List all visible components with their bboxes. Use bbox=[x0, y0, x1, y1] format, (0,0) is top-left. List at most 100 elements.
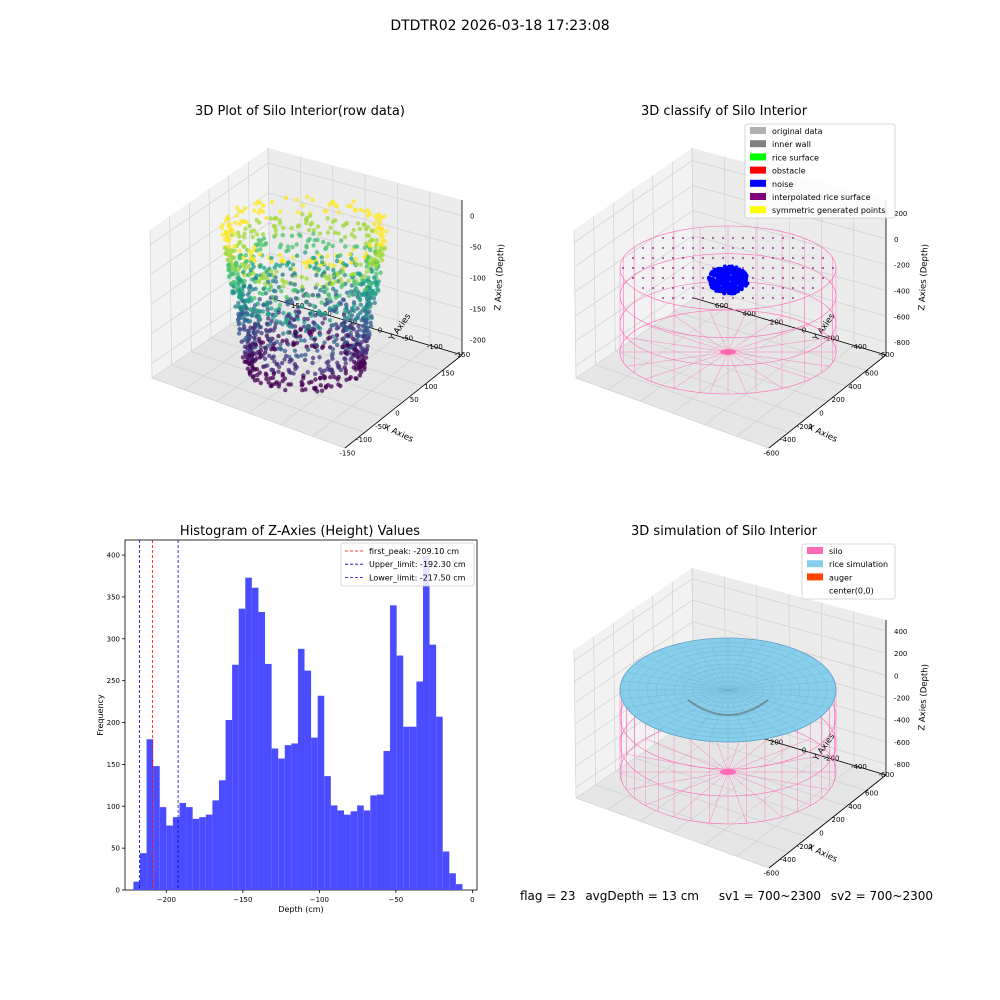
plot1-point bbox=[331, 286, 336, 292]
flag-text: flag = 23 bbox=[520, 889, 576, 903]
plot4-legend-label: silo bbox=[829, 547, 843, 556]
plot1-point bbox=[260, 271, 266, 277]
plot1-point bbox=[375, 286, 380, 291]
plot1-point bbox=[250, 365, 255, 370]
plot2-surface-point bbox=[672, 247, 674, 249]
plot1-point bbox=[366, 254, 371, 259]
plot1-point bbox=[374, 258, 379, 263]
plot1-point bbox=[313, 377, 318, 382]
plot1-point bbox=[348, 375, 353, 380]
plot1-point bbox=[372, 300, 377, 306]
plot2-surface-point bbox=[682, 297, 684, 299]
plot2-noise-point bbox=[729, 276, 734, 281]
plot2-surface-point bbox=[792, 277, 794, 279]
plot2-surface-point bbox=[752, 247, 754, 249]
plot2-surface-point bbox=[742, 267, 744, 269]
plot1-point bbox=[314, 273, 319, 278]
plot1-point bbox=[304, 245, 309, 250]
plot2-noise-point bbox=[738, 283, 743, 288]
plot1-point bbox=[336, 231, 341, 236]
plot1-point bbox=[279, 289, 284, 294]
plot1-point bbox=[370, 259, 375, 264]
plot1-point bbox=[277, 346, 283, 351]
plot1-point bbox=[338, 350, 344, 356]
plot1-point bbox=[342, 272, 348, 278]
histogram-bar bbox=[265, 663, 272, 890]
plot1-point bbox=[257, 252, 262, 257]
plot4-rice-mesh-spoke bbox=[673, 644, 729, 691]
plot2-z-tick-label: 0 bbox=[894, 236, 898, 244]
plot1-point bbox=[351, 227, 356, 233]
histogram-plot bbox=[122, 539, 478, 893]
plot1-point bbox=[232, 243, 237, 249]
plot1-point bbox=[325, 216, 330, 221]
plot4-legend-frame bbox=[801, 543, 896, 600]
plot1-point bbox=[347, 252, 352, 257]
histogram-bar bbox=[146, 739, 154, 890]
plot4-silo-floor-spoke bbox=[673, 771, 729, 818]
plot1-point bbox=[330, 346, 336, 352]
plot1-point bbox=[259, 275, 265, 280]
plot1-point bbox=[363, 241, 369, 246]
histogram-bar bbox=[409, 726, 417, 890]
plot1-point bbox=[288, 281, 293, 286]
plot1-points bbox=[219, 194, 389, 394]
plot1-point bbox=[303, 260, 309, 265]
plot4-rice-mesh-spoke bbox=[727, 689, 766, 739]
plot1-point bbox=[309, 329, 315, 335]
plot2-surface-point bbox=[782, 287, 784, 289]
histogram-x-tick-label: 0 bbox=[470, 896, 474, 904]
plot1-point bbox=[349, 355, 354, 360]
plot1-point bbox=[301, 324, 307, 329]
plot1-point bbox=[298, 327, 303, 332]
plot4-silo-floor-spoke bbox=[727, 771, 747, 824]
plot2-surface-point bbox=[812, 247, 814, 249]
plot1-point bbox=[269, 200, 275, 205]
plot1-point bbox=[368, 320, 373, 325]
plot1-point bbox=[311, 320, 316, 325]
plot2-surface-point bbox=[662, 237, 664, 239]
plot1-point bbox=[293, 309, 298, 314]
plot1-point bbox=[281, 225, 286, 231]
plot2-surface-point bbox=[692, 257, 694, 259]
plot1-point bbox=[230, 248, 235, 253]
plot1-point bbox=[327, 318, 333, 323]
plot1-point bbox=[373, 245, 378, 250]
plot1-point bbox=[322, 368, 327, 373]
plot1-point bbox=[251, 306, 256, 311]
plot1-point bbox=[244, 306, 249, 311]
plot2-noise-point bbox=[714, 288, 719, 293]
plot1-point bbox=[325, 266, 330, 271]
histogram-bar bbox=[186, 807, 193, 890]
plot1-point bbox=[260, 309, 266, 314]
plot1-point bbox=[333, 295, 339, 300]
plot2-noise-point bbox=[722, 290, 727, 295]
plot2-surface-point bbox=[752, 267, 754, 269]
plot1-point bbox=[231, 283, 236, 289]
plot1-point bbox=[291, 317, 296, 322]
plot1-point bbox=[281, 284, 286, 289]
plot1-point bbox=[307, 257, 312, 263]
plot1-point bbox=[296, 305, 301, 310]
plot1-point bbox=[344, 333, 349, 338]
plot1-point bbox=[278, 342, 283, 347]
plot1-point bbox=[226, 262, 232, 267]
plot2-noise-point bbox=[725, 279, 730, 284]
plot4-silo-floor-spoke bbox=[626, 754, 729, 773]
sv1-text: sv1 = 700~2300 bbox=[718, 889, 821, 903]
plot4-rice-mesh-spoke bbox=[658, 649, 729, 691]
plot1-x-tick-label: 0 bbox=[395, 410, 399, 418]
plot2-surface-point bbox=[792, 297, 794, 299]
plot1-point bbox=[314, 282, 320, 287]
plot1-point bbox=[348, 334, 354, 339]
plot4-rice-mesh-spoke bbox=[727, 689, 783, 736]
plot1-point bbox=[312, 387, 318, 392]
plot1-point bbox=[266, 380, 271, 385]
plot1-point bbox=[237, 222, 242, 227]
plot4-rice-mesh-spoke bbox=[727, 641, 766, 691]
plot1-point bbox=[326, 363, 331, 369]
plot1-point bbox=[277, 302, 283, 308]
plot2-legend-label: noise bbox=[772, 180, 793, 189]
plot2-surface-point bbox=[632, 257, 634, 259]
histogram-bar bbox=[251, 587, 259, 890]
